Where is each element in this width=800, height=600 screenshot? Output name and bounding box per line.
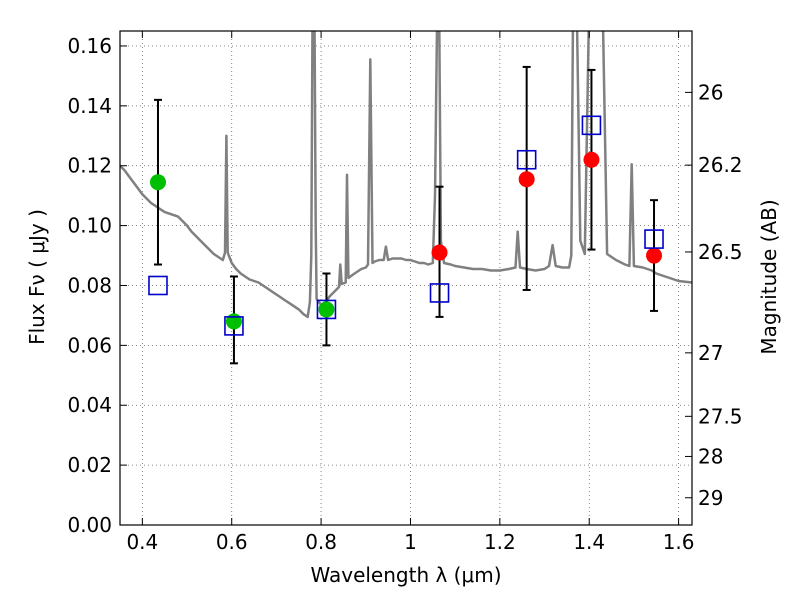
model-square [148,275,168,296]
data-markers [148,115,664,336]
y2-tick-label: 26.2 [698,153,743,177]
y-tick-label: 0.16 [67,34,112,58]
model-square [429,283,450,303]
green-point [225,313,242,330]
y2-tick-label: 26.5 [698,240,743,264]
green-point [318,301,335,318]
red-point [518,171,535,188]
y-tick-label: 0.14 [67,94,112,118]
x-tick-label: 0.8 [305,530,337,554]
red-point [646,247,663,264]
y-tick-label: 0.12 [67,154,112,178]
spectrum-line [120,31,692,319]
model-square [516,149,537,170]
y2-tick-label: 28 [698,444,723,468]
spectrum-path [120,31,692,319]
grid [120,31,692,526]
x-tick-label: 0.6 [216,530,248,554]
y-tick-label: 0.10 [67,214,112,238]
model-square [581,115,602,136]
x-tick-label: 0.4 [126,530,158,554]
red-point [583,151,600,168]
y2-tick-label: 27 [698,341,723,365]
axes [119,30,693,526]
y-axis-label: Flux Fν ( μJy ) [25,209,49,345]
y2-tick-label: 27.5 [698,404,743,428]
plot-frame [119,30,693,526]
y-tick-label: 0.06 [67,333,112,357]
y2-tick-label: 26 [698,80,723,104]
x-tick-label: 1.4 [573,530,605,554]
model-square [644,229,664,249]
x-axis-label: Wavelength λ (μm) [310,563,501,587]
y-tick-label: 0.08 [67,273,112,297]
x-tick-label: 1.6 [663,530,695,554]
tick-labels: 0.4 0.6 0.8 1 1.2 1.4 1.6 0.00 0.02 0.04 0.06 0.08 0… [67,34,742,554]
y-tick-label: 0.04 [67,393,112,417]
x-tick-label: 1.2 [484,530,516,554]
y-tick-label: 0.00 [67,513,112,537]
model-square [316,299,337,320]
red-point [431,244,448,261]
green-point [149,174,166,191]
y2-tick-label: 29 [698,486,723,510]
y-tick-label: 0.02 [67,453,112,477]
x-tick-label: 1 [404,530,417,554]
y2-axis-label: Magnitude (AB) [757,199,781,354]
model-square [224,316,244,336]
